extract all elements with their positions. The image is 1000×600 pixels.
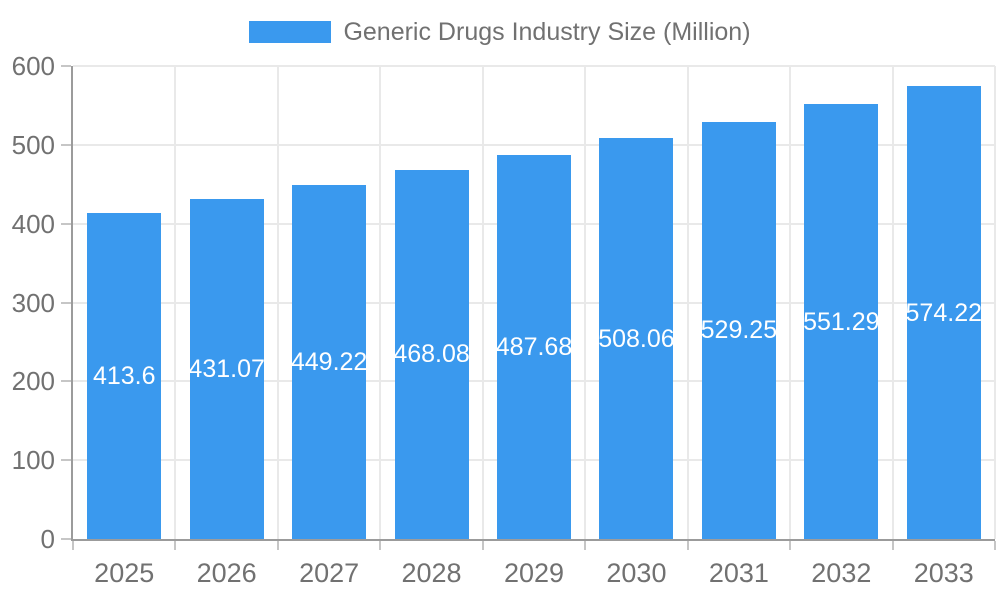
x-axis-tick xyxy=(686,541,689,550)
x-axis-label: 2029 xyxy=(503,558,565,588)
vertical-gridline xyxy=(276,66,279,539)
y-axis-tick xyxy=(61,65,71,67)
bar-value-label: 551.29 xyxy=(803,307,880,336)
vertical-gridline xyxy=(481,66,484,539)
y-axis-label: 100 xyxy=(11,445,55,476)
y-axis-tick xyxy=(61,459,71,462)
x-axis-tick xyxy=(481,541,484,550)
bar-2030[interactable] xyxy=(599,138,674,539)
y-axis-tick xyxy=(61,380,71,383)
x-axis-label: 2028 xyxy=(401,558,462,588)
x-axis-tick xyxy=(379,541,382,550)
bar-value-label: 413.6 xyxy=(92,361,156,390)
legend-swatch xyxy=(249,21,332,43)
y-axis-label: 600 xyxy=(11,51,55,81)
vertical-gridline xyxy=(994,66,996,539)
x-axis-label: 2027 xyxy=(299,558,360,588)
x-axis-tick xyxy=(174,541,177,550)
x-axis-label: 2031 xyxy=(708,558,769,588)
bar-value-label: 468.08 xyxy=(393,340,470,369)
vertical-gridline xyxy=(174,66,177,539)
x-axis-line xyxy=(71,539,995,541)
x-axis-tick xyxy=(72,541,74,550)
y-axis-tick xyxy=(61,143,71,146)
bar-2025[interactable] xyxy=(87,212,162,539)
bar-value-label: 574.22 xyxy=(905,298,982,327)
bar-value-label: 529.25 xyxy=(700,316,778,345)
legend-label: Generic Drugs Industry Size (Million) xyxy=(343,17,751,46)
x-axis-tick xyxy=(891,541,894,550)
y-axis-label: 0 xyxy=(40,524,55,554)
y-axis-line xyxy=(71,66,73,541)
vertical-gridline xyxy=(584,66,587,539)
vertical-gridline xyxy=(686,66,689,539)
x-axis-label: 2030 xyxy=(606,558,667,588)
x-axis-tick xyxy=(276,541,279,550)
x-axis-label: 2032 xyxy=(811,558,872,588)
vertical-gridline xyxy=(379,66,382,539)
bar-2026[interactable] xyxy=(189,199,264,539)
vertical-gridline xyxy=(789,66,792,539)
y-axis-label: 400 xyxy=(11,208,55,239)
bar-2028[interactable] xyxy=(394,169,469,539)
y-axis-label: 200 xyxy=(11,366,55,397)
x-axis-tick xyxy=(994,541,996,550)
x-axis-tick xyxy=(584,541,587,550)
legend[interactable]: Generic Drugs Industry Size (Million) xyxy=(0,17,1000,46)
bar-2027[interactable] xyxy=(292,184,367,539)
bar-value-label: 508.06 xyxy=(598,324,675,353)
bar-value-label: 449.22 xyxy=(290,347,368,376)
y-axis-tick xyxy=(61,538,71,540)
horizontal-gridline xyxy=(73,65,995,67)
x-axis-label: 2025 xyxy=(94,558,155,588)
bar-value-label: 487.68 xyxy=(495,332,573,361)
y-axis-label: 300 xyxy=(11,287,55,318)
vertical-gridline xyxy=(891,66,894,539)
y-axis-tick xyxy=(61,222,71,225)
bar-2031[interactable] xyxy=(701,121,776,539)
x-axis-label: 2033 xyxy=(913,558,974,588)
y-axis-label: 500 xyxy=(11,129,55,160)
x-axis-tick xyxy=(789,541,792,550)
bar-2029[interactable] xyxy=(497,154,571,539)
bar-value-label: 431.07 xyxy=(188,355,265,384)
y-axis-tick xyxy=(61,301,71,304)
x-axis-label: 2026 xyxy=(196,558,257,588)
bar-2033[interactable] xyxy=(906,86,981,539)
bar-2032[interactable] xyxy=(804,104,879,539)
horizontal-gridline xyxy=(73,143,995,146)
